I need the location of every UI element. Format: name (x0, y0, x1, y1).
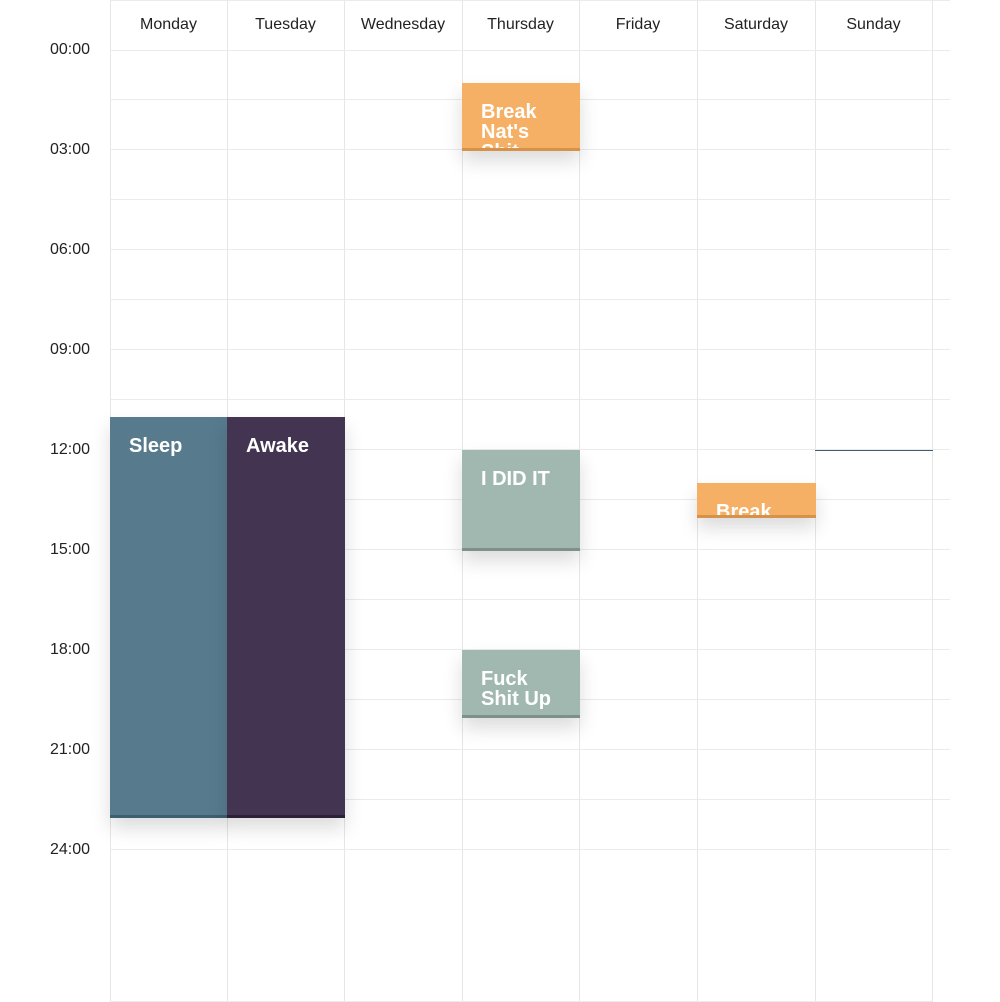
event-sunday-collapsed[interactable] (815, 450, 933, 451)
time-label: 00:00 (49, 41, 90, 58)
time-label: 12:00 (49, 441, 90, 458)
time-label: 15:00 (49, 541, 90, 558)
row-divider (110, 50, 950, 51)
event-title: Break Nat's Shit (716, 501, 772, 518)
day-header-thursday: Thursday (487, 16, 554, 33)
event-fuck-shit-up[interactable]: Fuck Shit Up (462, 650, 580, 718)
day-header-sunday: Sunday (846, 16, 901, 33)
row-divider (110, 249, 950, 250)
day-header-tuesday: Tuesday (255, 16, 316, 33)
column-divider (932, 0, 933, 1002)
time-label: 18:00 (49, 641, 90, 658)
time-label: 09:00 (49, 341, 90, 358)
event-sleep[interactable]: Sleep (110, 417, 228, 818)
row-divider (110, 0, 950, 1)
event-title: Break Nat's Shit (481, 101, 537, 148)
row-divider (110, 199, 950, 200)
row-divider (110, 449, 950, 450)
time-label: 06:00 (49, 241, 90, 258)
row-divider (110, 599, 950, 600)
event-title: Fuck Shit Up (481, 668, 551, 710)
event-break-nats-shit-thursday[interactable]: Break Nat's Shit (462, 83, 580, 151)
time-label: 21:00 (49, 741, 90, 758)
row-divider (110, 799, 950, 800)
event-title: I DID IT (481, 468, 550, 490)
day-header-monday: Monday (140, 16, 197, 33)
row-divider (110, 299, 950, 300)
day-header-friday: Friday (615, 16, 661, 33)
event-break-nats-shit-saturday[interactable]: Break Nat's Shit (697, 483, 816, 518)
day-header-saturday: Saturday (723, 16, 789, 33)
event-awake[interactable]: Awake (227, 417, 345, 818)
event-title: Sleep (129, 435, 183, 457)
time-label: 24:00 (49, 841, 90, 858)
row-divider (110, 749, 950, 750)
day-header-wednesday: Wednesday (360, 16, 446, 33)
event-title: Awake (246, 435, 310, 457)
event-i-did-it[interactable]: I DID IT (462, 450, 580, 551)
time-label: 03:00 (49, 141, 90, 158)
row-divider (110, 649, 950, 650)
row-divider (110, 849, 950, 850)
row-divider (110, 349, 950, 350)
row-divider (110, 399, 950, 400)
